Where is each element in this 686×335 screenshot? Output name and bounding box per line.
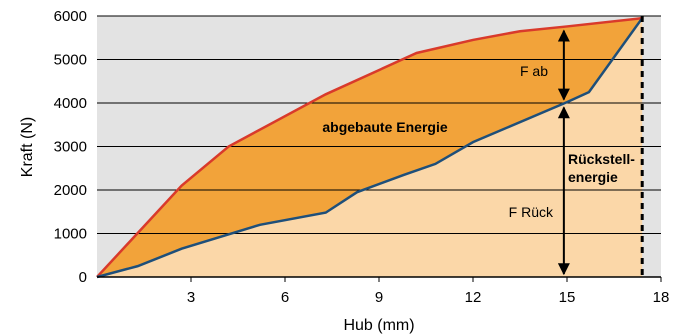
y-tick-label: 3000 bbox=[54, 139, 87, 156]
upper-curve-line bbox=[96, 16, 643, 278]
y-tick-label: 1000 bbox=[54, 226, 87, 243]
x-axis-label: Hub (mm) bbox=[343, 317, 414, 334]
y-tick-label: 6000 bbox=[54, 8, 87, 25]
y-tick-label: 2000 bbox=[54, 182, 87, 199]
x-tick-label: 3 bbox=[187, 289, 195, 306]
annotation-f-rueck: F Rück bbox=[509, 204, 554, 220]
x-tick-label: 6 bbox=[281, 289, 289, 306]
annotation-rueckstell-line2: energie bbox=[568, 169, 618, 185]
x-axis-ticks: 3 6 9 12 15 18 bbox=[187, 277, 670, 306]
annotation-abgebaute-energie: abgebaute Energie bbox=[322, 119, 447, 135]
y-tick-label: 4000 bbox=[54, 95, 87, 112]
x-tick-label: 9 bbox=[375, 289, 383, 306]
annotation-f-ab: F ab bbox=[520, 63, 548, 79]
x-tick-label: 18 bbox=[653, 289, 670, 306]
lower-area-fill bbox=[97, 18, 643, 278]
x-tick-label: 15 bbox=[559, 289, 576, 306]
y-axis-label: Kraft (N) bbox=[19, 117, 36, 177]
lower-curve-line bbox=[96, 17, 644, 279]
x-tick-label: 12 bbox=[465, 289, 482, 306]
upper-area-fill bbox=[97, 18, 643, 278]
y-axis-ticks: 0 1000 2000 3000 4000 5000 6000 bbox=[54, 8, 87, 286]
y-tick-label: 5000 bbox=[54, 52, 87, 69]
annotation-rueckstell-line1: Rückstell- bbox=[568, 151, 635, 167]
y-tick-label: 0 bbox=[79, 269, 87, 286]
